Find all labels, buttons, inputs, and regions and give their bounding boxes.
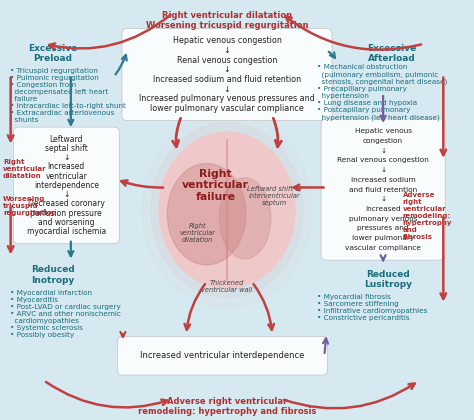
Text: Increased: Increased [48,163,85,171]
FancyArrowPatch shape [184,284,205,330]
Ellipse shape [142,113,312,307]
FancyArrowPatch shape [440,77,446,155]
FancyArrowPatch shape [68,241,73,256]
FancyArrowPatch shape [121,181,163,188]
FancyArrowPatch shape [329,52,335,58]
Text: • Myocardial fibrosis
• Sarcomere stiffening
• Infiltrative cardiomyopathies
• C: • Myocardial fibrosis • Sarcomere stiffe… [318,294,428,321]
Text: and worsening: and worsening [38,218,95,227]
FancyArrowPatch shape [46,382,167,407]
Text: ↓: ↓ [224,84,230,94]
Ellipse shape [159,132,295,288]
Text: ↓: ↓ [63,153,70,162]
Text: Hepatic venous: Hepatic venous [355,128,411,134]
FancyArrowPatch shape [273,118,282,147]
Ellipse shape [219,178,271,259]
Text: Reduced
Lusitropy: Reduced Lusitropy [364,270,411,289]
FancyArrowPatch shape [294,185,324,190]
FancyArrowPatch shape [8,207,13,252]
FancyArrowPatch shape [173,118,181,147]
Ellipse shape [167,163,246,265]
FancyArrowPatch shape [286,16,421,50]
Text: Renal venous congestion: Renal venous congestion [337,158,429,163]
Text: Leftward shift of
interventricular
septum: Leftward shift of interventricular septu… [247,186,302,206]
FancyArrowPatch shape [440,217,446,299]
Text: Right
ventricular
dilatation: Right ventricular dilatation [3,159,46,179]
Ellipse shape [159,132,295,288]
Text: Decreased coronary: Decreased coronary [28,200,105,208]
Text: Leftward: Leftward [50,134,83,144]
Text: perfusion pressure: perfusion pressure [30,209,102,218]
Text: ↓: ↓ [63,190,70,199]
Text: Hepatic venous congestion: Hepatic venous congestion [173,36,282,45]
FancyArrowPatch shape [49,15,171,49]
Text: Increased: Increased [365,206,401,212]
FancyArrowPatch shape [8,77,13,141]
Text: • Myocardial infarction
• Myocarditis
• Post-LVAD or cardiac surgery
• ARVC and : • Myocardial infarction • Myocarditis • … [10,290,120,338]
Text: • Tricuspid regurgitation
• Pulmonic regurgitation
• Congestion from
  decompens: • Tricuspid regurgitation • Pulmonic reg… [10,68,126,123]
FancyArrowPatch shape [381,255,386,260]
Text: ventricular: ventricular [46,172,87,181]
Text: vascular compliance: vascular compliance [345,245,421,251]
Text: congestion: congestion [363,138,403,144]
Text: ↓: ↓ [380,196,386,202]
Ellipse shape [151,123,303,297]
FancyArrowPatch shape [68,77,73,125]
Text: Increased pulmonary venous pressures and: Increased pulmonary venous pressures and [139,94,315,103]
Text: Right ventricular dilatation
Worsening tricuspid regurgitation: Right ventricular dilatation Worsening t… [146,11,308,30]
Text: myocardial ischemia: myocardial ischemia [27,227,106,236]
Text: ↓: ↓ [224,65,230,74]
FancyArrowPatch shape [254,284,274,330]
Text: Increased ventricular interdependence: Increased ventricular interdependence [140,351,305,360]
Text: ↓: ↓ [224,46,230,55]
FancyBboxPatch shape [13,127,119,244]
Text: lower pulmonary vascular compliance: lower pulmonary vascular compliance [150,104,304,113]
FancyArrowPatch shape [381,96,386,121]
Text: ↓: ↓ [380,147,386,154]
Text: Thickened
ventricular wall: Thickened ventricular wall [201,280,253,292]
Text: interdependence: interdependence [34,181,99,190]
Text: Adverse right ventricular
remodeling: hypertrophy and fibrosis: Adverse right ventricular remodeling: hy… [138,397,316,416]
Text: Worsening
tricuspid
regurgitation: Worsening tricuspid regurgitation [3,196,56,216]
FancyArrowPatch shape [120,332,126,337]
Text: Right
ventricular
failure: Right ventricular failure [182,169,249,202]
Text: Adverse
right
ventricular
remodeling:
hypertrophy
and
fibrosis: Adverse right ventricular remodeling: hy… [403,192,452,239]
FancyBboxPatch shape [118,336,328,375]
Text: pulmonary venous: pulmonary venous [349,216,418,222]
Text: lower pulmonary: lower pulmonary [352,235,414,241]
Text: Right
ventricular
dilatation: Right ventricular dilatation [180,223,216,243]
FancyBboxPatch shape [321,119,445,260]
Text: Renal venous congestion: Renal venous congestion [177,55,277,65]
Text: septal shift: septal shift [45,144,88,153]
Text: • Mechanical obstruction
  (pulmonary embolism, pulmonic
  stenosis, congenital : • Mechanical obstruction (pulmonary embo… [318,64,448,121]
FancyArrowPatch shape [284,383,415,408]
Text: Increased sodium and fluid retention: Increased sodium and fluid retention [153,75,301,84]
Text: Reduced
Inotropy: Reduced Inotropy [31,265,74,285]
Text: pressures and: pressures and [357,226,409,231]
Text: Excessive
Afterload: Excessive Afterload [367,44,417,63]
Text: and fluid retention: and fluid retention [349,186,417,192]
FancyBboxPatch shape [122,29,332,121]
Text: Increased sodium: Increased sodium [351,177,416,183]
Text: Excessive
Preload: Excessive Preload [28,44,77,63]
Text: ↓: ↓ [380,167,386,173]
FancyArrowPatch shape [116,55,127,74]
FancyArrowPatch shape [323,339,328,353]
